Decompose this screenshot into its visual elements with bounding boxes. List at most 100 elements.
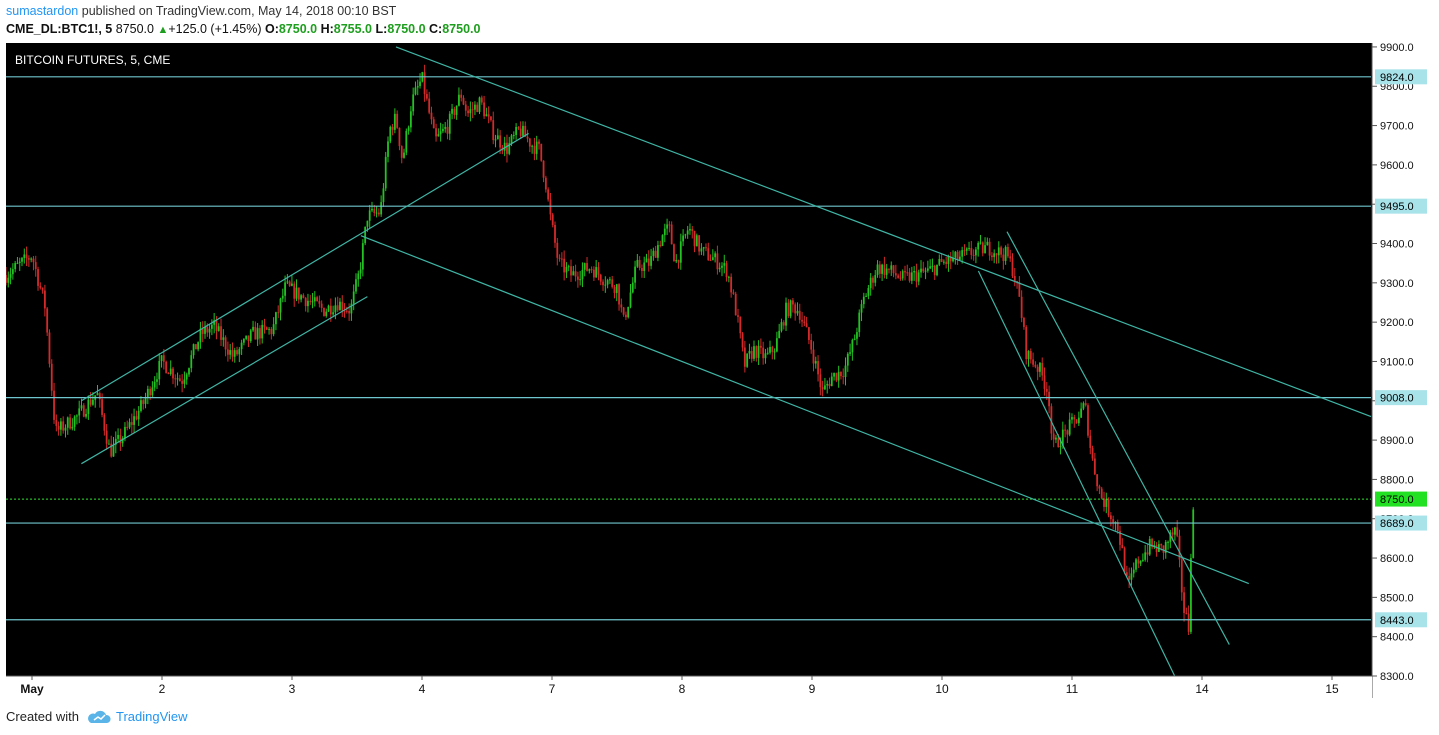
candle-body xyxy=(991,255,993,258)
tradingview-brand-link[interactable]: TradingView xyxy=(115,709,188,724)
candle-body xyxy=(764,353,767,359)
candle-body xyxy=(1098,486,1101,489)
candle-body xyxy=(1052,433,1055,440)
candle-body xyxy=(782,322,785,326)
candle-body xyxy=(592,269,595,278)
x-tick-label: 9 xyxy=(809,682,816,696)
candle-body xyxy=(275,312,277,325)
candle-body xyxy=(181,381,184,384)
candle-body xyxy=(53,390,55,420)
price-chart[interactable]: BITCOIN FUTURES, 5, CME9900.09800.09700.… xyxy=(6,43,1432,698)
candle-body xyxy=(174,378,177,380)
candle-body xyxy=(325,311,328,316)
candle-body xyxy=(1128,575,1131,580)
candle-body xyxy=(602,281,604,286)
candle-body xyxy=(917,272,920,282)
candle-body xyxy=(103,414,106,431)
candle-body xyxy=(1066,430,1069,435)
candle-body xyxy=(460,94,463,98)
candle-body xyxy=(238,349,241,355)
candle-body xyxy=(435,128,437,137)
candle-body xyxy=(560,258,563,260)
candle-body xyxy=(1048,391,1050,407)
candle-body xyxy=(453,108,456,115)
candle-body xyxy=(567,266,570,268)
candle-body xyxy=(899,277,902,279)
x-tick-label: 11 xyxy=(1066,682,1079,696)
candle-body xyxy=(130,422,133,425)
candle-body xyxy=(810,339,813,350)
candle-body xyxy=(563,258,566,273)
candle-body xyxy=(851,339,854,353)
candle-body xyxy=(133,416,135,425)
candle-body xyxy=(519,128,522,136)
candle-body xyxy=(430,112,433,120)
candle-body xyxy=(556,242,559,258)
candle-body xyxy=(663,228,666,236)
candle-body xyxy=(142,400,145,404)
candle-body xyxy=(611,279,614,287)
candle-body xyxy=(554,224,556,243)
candle-body xyxy=(60,421,62,430)
candle-body xyxy=(210,324,213,329)
x-tick-label: May xyxy=(20,682,44,696)
candle-body xyxy=(789,300,792,317)
candle-body xyxy=(316,297,318,302)
candle-body xyxy=(387,141,389,157)
candle-body xyxy=(727,276,730,278)
candle-body xyxy=(641,267,643,271)
candle-body xyxy=(1009,256,1012,259)
candle-body xyxy=(867,288,870,296)
candle-body xyxy=(846,353,849,366)
candle-body xyxy=(217,326,220,332)
candle-body xyxy=(613,286,616,293)
candle-body xyxy=(178,378,181,382)
candle-body xyxy=(389,126,392,142)
candle-body xyxy=(910,272,913,281)
candle-body xyxy=(291,283,293,286)
candle-body xyxy=(524,125,527,137)
candle-body xyxy=(531,145,534,147)
candle-body xyxy=(304,297,307,307)
candle-body xyxy=(320,303,323,308)
author-link[interactable]: sumastardon xyxy=(6,4,79,18)
candle-body xyxy=(428,98,431,113)
candle-body xyxy=(268,328,270,330)
candle-body xyxy=(792,300,794,305)
candle-body xyxy=(773,351,776,353)
candle-body xyxy=(350,303,353,314)
candle-body xyxy=(1160,544,1163,546)
candle-body xyxy=(840,371,842,377)
candle-body xyxy=(597,267,600,275)
candle-body xyxy=(377,212,380,215)
candle-body xyxy=(277,312,280,314)
candle-body xyxy=(1180,559,1183,593)
candle-body xyxy=(1004,246,1007,261)
candle-body xyxy=(153,381,156,388)
candle-body xyxy=(487,114,490,117)
candle-body xyxy=(997,247,1000,256)
candle-body xyxy=(1061,429,1064,446)
candle-body xyxy=(595,267,598,278)
candle-body xyxy=(37,269,39,286)
chart-area[interactable]: BITCOIN FUTURES, 5, CME 9900.0 9800.0 9700.… xyxy=(6,43,1432,698)
candle-body xyxy=(933,265,936,276)
candle-body xyxy=(993,253,996,258)
candle-body xyxy=(1105,499,1108,507)
candle-body xyxy=(117,434,119,439)
candle-body xyxy=(762,347,765,359)
candle-body xyxy=(636,259,639,267)
candle-body xyxy=(73,416,76,427)
candle-body xyxy=(293,283,296,299)
candle-body xyxy=(87,399,90,414)
candle-body xyxy=(375,212,378,214)
candle-body xyxy=(76,415,78,417)
candle-body xyxy=(618,284,620,305)
candle-body xyxy=(62,421,65,431)
candle-body xyxy=(437,134,440,137)
candle-body xyxy=(730,276,733,293)
time-axis-panel xyxy=(6,676,1372,698)
candle-body xyxy=(252,326,254,331)
candle-body xyxy=(689,228,691,231)
candle-body xyxy=(1116,521,1119,531)
